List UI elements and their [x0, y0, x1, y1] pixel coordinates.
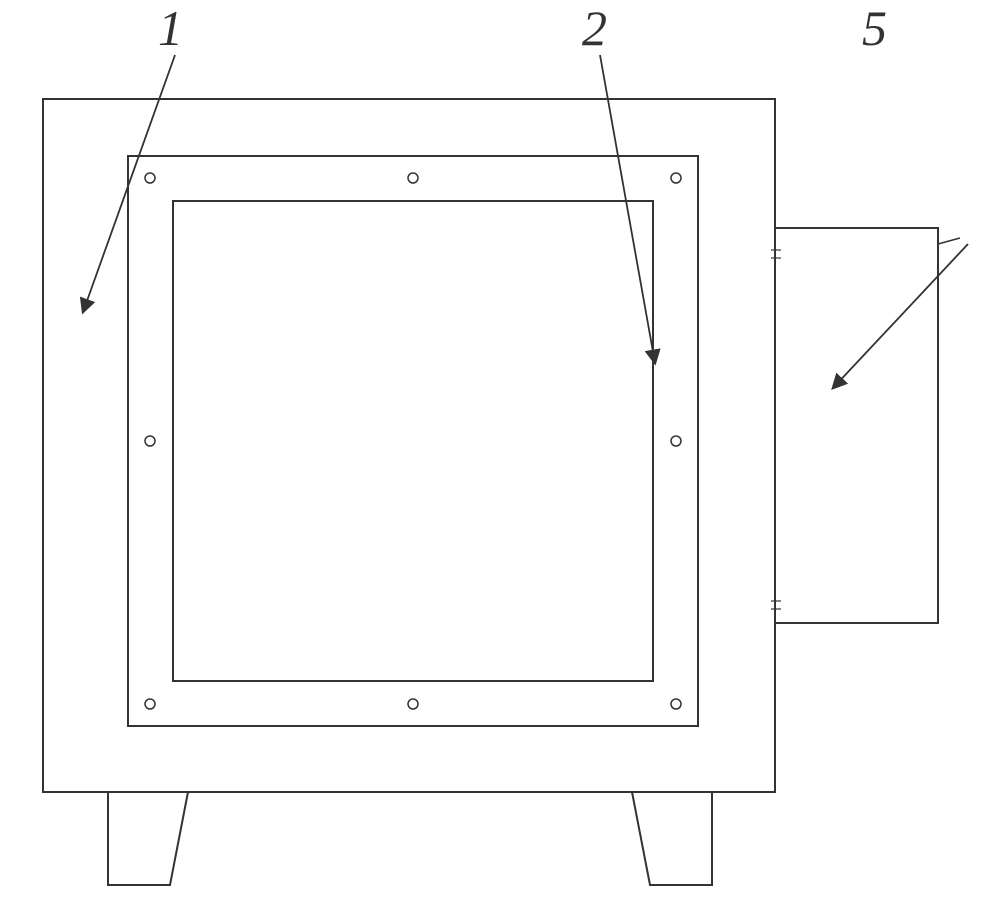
mount-hole	[408, 699, 418, 709]
callout-label-5: 5	[862, 0, 887, 56]
mount-hole	[145, 436, 155, 446]
side-compartment	[775, 228, 938, 623]
callout-label-1: 1	[158, 0, 183, 56]
mount-hole	[671, 436, 681, 446]
front-flange-outer	[128, 156, 698, 726]
front-opening	[173, 201, 653, 681]
side-lead-tick	[938, 238, 960, 244]
mount-hole	[145, 699, 155, 709]
mount-hole	[408, 173, 418, 183]
mount-hole	[145, 173, 155, 183]
mount-hole	[671, 173, 681, 183]
foot-left	[108, 792, 188, 885]
callout-label-2: 2	[582, 0, 607, 56]
mount-hole	[671, 699, 681, 709]
leader-line-2	[600, 55, 655, 363]
foot-right	[632, 792, 712, 885]
leader-line-5	[833, 244, 968, 388]
